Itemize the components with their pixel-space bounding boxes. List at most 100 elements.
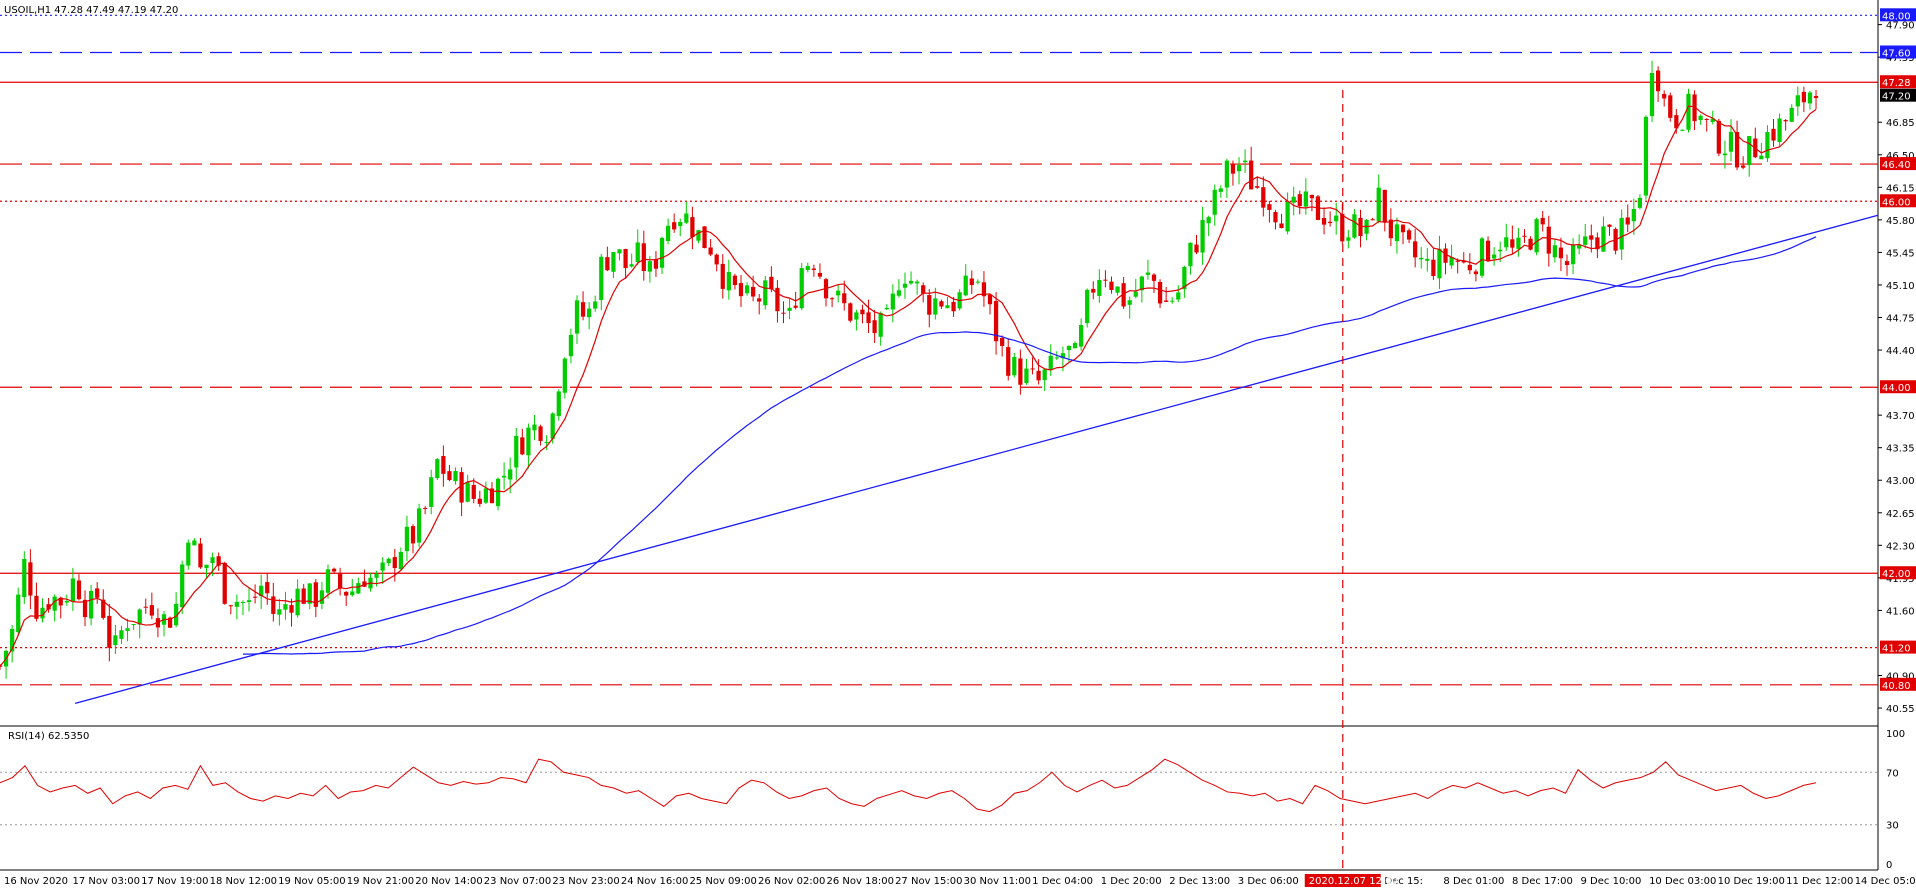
candle-body — [1777, 118, 1782, 142]
candle-body — [514, 435, 519, 468]
candle-body — [1473, 271, 1479, 275]
candle-body — [793, 305, 798, 308]
time-tick-label: 19 Nov 05:00 — [278, 876, 345, 887]
candle-body — [1188, 242, 1193, 267]
candle-body — [1789, 107, 1794, 122]
price-tick-label: 46.85 — [1886, 118, 1915, 129]
level-price-label: 46.00 — [1882, 197, 1911, 208]
candle-body — [1662, 93, 1667, 99]
level-price-tag — [1880, 45, 1916, 59]
candle-body — [271, 596, 276, 614]
symbol-header: USOIL,H1 47.28 47.49 47.19 47.20 — [4, 5, 178, 16]
candle-body — [1036, 370, 1041, 381]
candle-body — [429, 477, 434, 507]
candle-body — [927, 295, 932, 315]
time-tick-label: 23 Nov 07:00 — [484, 876, 551, 887]
time-tick-label: 10 Dec 03:00 — [1649, 876, 1716, 887]
candle-body — [902, 283, 908, 288]
candle-body — [568, 334, 574, 357]
price-tick-label: 42.65 — [1886, 509, 1915, 520]
candle-body — [1680, 129, 1685, 131]
rsi-tick-label: 0 — [1886, 860, 1892, 871]
candle-body — [720, 263, 725, 289]
rsi-label: RSI(14) 62.5350 — [8, 731, 89, 742]
candle-body — [811, 268, 816, 270]
time-tick-label: 8 Dec 01:00 — [1443, 876, 1504, 887]
candle-body — [975, 281, 980, 283]
candle-body — [1558, 247, 1564, 259]
candle-body — [167, 617, 173, 628]
candle-body — [726, 272, 731, 291]
crosshair-time-label: 2020.12.07 12:00 — [1309, 876, 1398, 887]
candle-body — [0, 665, 3, 667]
candle-body — [64, 601, 69, 603]
candle-body — [987, 294, 993, 305]
candle-body — [921, 285, 926, 294]
level-price-label: 46.40 — [1882, 160, 1911, 171]
candle-body — [757, 298, 762, 302]
candle-body — [1030, 368, 1035, 370]
level-price-label: 47.28 — [1882, 78, 1911, 89]
price-tick-label: 45.80 — [1886, 216, 1915, 227]
candle-body — [252, 596, 258, 598]
time-tick-label: 14 Dec 05:00 — [1855, 876, 1916, 887]
candle-body — [732, 275, 738, 286]
candle-body — [1267, 204, 1272, 210]
candle-body — [665, 225, 671, 241]
level-price-tag — [1880, 75, 1916, 89]
candle-body — [580, 302, 586, 317]
candle-body — [562, 358, 567, 393]
candle-body — [781, 312, 786, 314]
price-tick-label: 47.90 — [1886, 21, 1915, 32]
candle-body — [356, 583, 361, 594]
candle-body — [1291, 196, 1296, 203]
candle-body — [28, 562, 33, 596]
candle-body — [1048, 355, 1053, 371]
candle-body — [137, 609, 142, 625]
candle-body — [805, 266, 810, 270]
time-tick-label: 17 Nov 03:00 — [73, 876, 140, 887]
candle-body — [1759, 155, 1764, 160]
candle-body — [842, 293, 847, 304]
candle-body — [520, 437, 525, 455]
candle-body — [1394, 224, 1400, 242]
price-tick-label: 41.60 — [1886, 606, 1915, 617]
candle-body — [1376, 187, 1381, 222]
time-tick-label: 19 Nov 21:00 — [347, 876, 414, 887]
candle-body — [1121, 283, 1126, 307]
time-tick-label: 30 Nov 11:00 — [964, 876, 1031, 887]
candle-body — [1479, 238, 1485, 276]
candle-body — [1485, 240, 1491, 262]
candle-body — [398, 552, 403, 570]
candle-body — [1570, 244, 1576, 265]
candle-body — [174, 603, 179, 626]
candle-body — [787, 307, 792, 311]
candle-body — [1066, 345, 1072, 350]
candle-body — [1437, 248, 1442, 279]
candle-body — [1492, 254, 1497, 259]
candle-body — [829, 298, 835, 300]
rsi-tick-label: 30 — [1886, 821, 1899, 832]
candle-body — [1054, 357, 1059, 359]
candle-body — [1236, 165, 1242, 172]
candle-body — [1674, 115, 1679, 129]
candle-body — [186, 542, 191, 566]
candle-body — [149, 605, 154, 616]
candle-body — [641, 243, 646, 272]
candle-body — [1309, 194, 1315, 199]
candle-body — [574, 300, 580, 334]
candle-body — [192, 540, 197, 546]
time-tick-label: 20 Nov 14:00 — [415, 876, 482, 887]
candle-body — [690, 217, 695, 238]
candle-body — [283, 604, 288, 610]
time-tick-label: 16 Nov 2020 — [4, 876, 68, 887]
candle-body — [1334, 215, 1339, 222]
price-tick-label: 46.15 — [1886, 183, 1915, 194]
candle-body — [708, 247, 713, 255]
candle-body — [386, 558, 391, 564]
candle-body — [489, 488, 495, 504]
candle-body — [1728, 131, 1734, 152]
rsi-tick-label: 70 — [1886, 768, 1899, 779]
price-tick-label: 43.00 — [1886, 476, 1915, 487]
